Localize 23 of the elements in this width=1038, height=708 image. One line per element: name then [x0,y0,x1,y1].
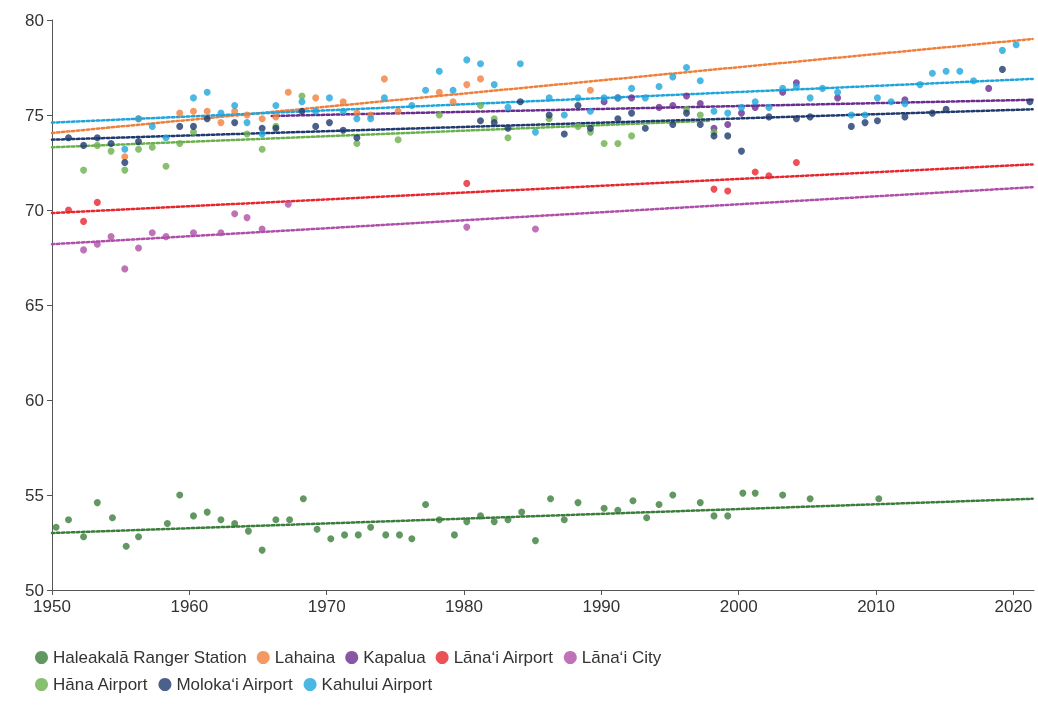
y-tick-label: 65 [25,295,44,315]
x-tick-label: 1950 [33,597,71,616]
legend-label: Hāna Airport [53,675,148,694]
y-tick-label: 60 [25,390,44,410]
legend-label: Kapalua [363,648,427,667]
x-tick-label: 1980 [445,597,483,616]
x-tick-label: 2010 [857,597,895,616]
legend-label: Lānaʻi Airport [453,648,554,667]
y-tick-label: 55 [25,485,44,505]
x-tick-label: 1990 [582,597,621,616]
y-tick-label: 75 [25,105,44,125]
legend-label: Lānaʻi City [581,648,662,667]
y-tick-label: 80 [25,10,44,30]
legend-label: Kahului Airport [321,675,433,694]
x-tick-label: 1970 [307,597,346,616]
x-tick-label: 2020 [994,597,1033,616]
y-tick-label: 50 [25,580,44,600]
x-tick-label: 1960 [170,597,209,616]
legend-label: Haleakalā Ranger Station [53,648,247,667]
legend-label: Lahaina [274,648,336,667]
legend-label: Molokaʻi Airport [176,675,293,694]
x-tick-label: 2000 [719,597,758,616]
y-tick-label: 70 [25,200,44,220]
